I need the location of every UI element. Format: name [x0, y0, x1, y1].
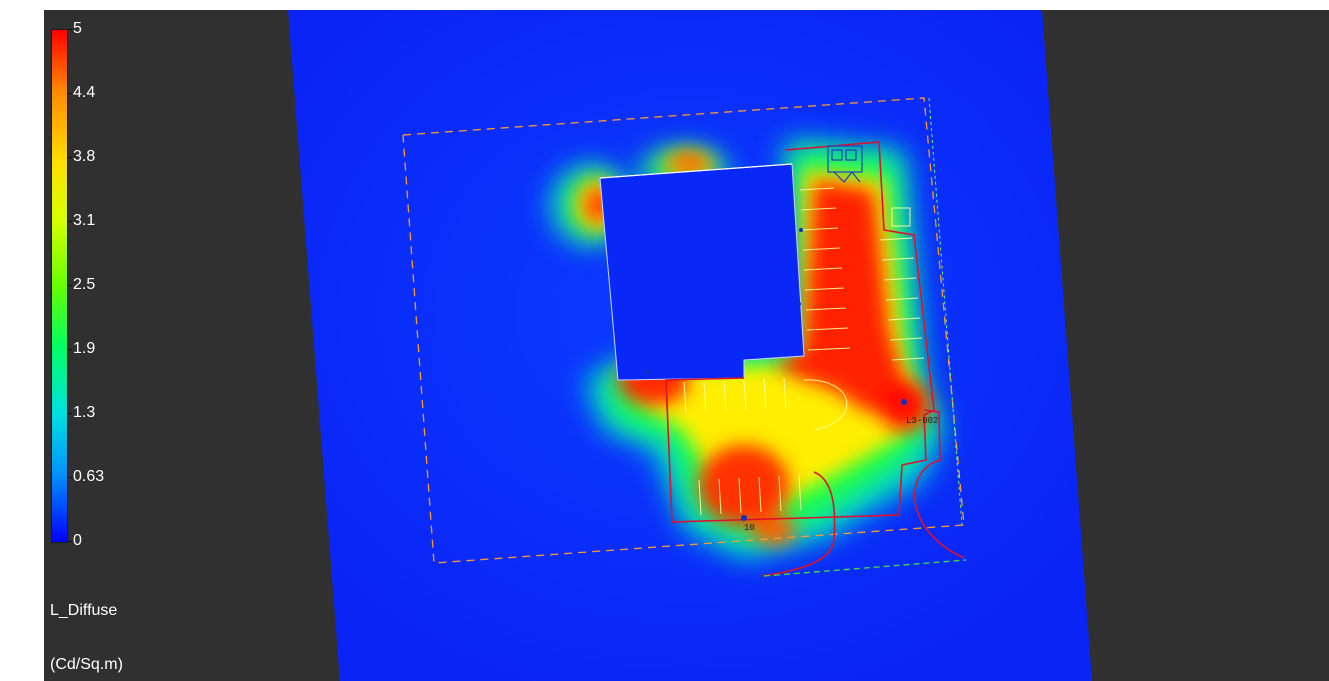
- legend-tick-mark: [68, 285, 72, 286]
- legend-title: L_Diffuse (Cd/Sq.m): [50, 566, 123, 681]
- legend-tick-label: 0: [73, 533, 82, 549]
- legend-tick-label: 5: [73, 21, 82, 37]
- legend-tick-mark: [68, 29, 72, 30]
- legend-tick-label: 3.1: [73, 213, 95, 229]
- legend-tick-mark: [68, 221, 72, 222]
- legend-tick-label: 0.63: [73, 469, 104, 485]
- legend-tick-mark: [68, 477, 72, 478]
- building-footprint: [600, 164, 804, 380]
- legend-tick-label: 1.3: [73, 405, 95, 421]
- legend-unit: (Cd/Sq.m): [50, 656, 123, 674]
- legend-tick-mark: [68, 413, 72, 414]
- render-viewport[interactable]: 10 L3-002 5 4.4 3.8 3.1 2.5 1.9 1.3 0.63 0 L_Dif…: [44, 10, 1329, 681]
- legend-tick-mark: [68, 349, 72, 350]
- legend-tick-mark: [68, 541, 72, 542]
- color-scale-legend: 5 4.4 3.8 3.1 2.5 1.9 1.3 0.63 0 L_Diffuse (Cd/S…: [44, 10, 194, 681]
- legend-tick-label: 2.5: [73, 277, 95, 293]
- legend-tick-label: 3.8: [73, 149, 95, 165]
- color-scale-bar: [51, 29, 68, 543]
- legend-tick-mark: [68, 93, 72, 94]
- legend-tick-label: 4.4: [73, 85, 95, 101]
- legend-tick-label: 1.9: [73, 341, 95, 357]
- pole-label: 10: [744, 523, 755, 533]
- luminance-render[interactable]: 10 L3-002: [44, 10, 1329, 681]
- pole-label: L3-002: [906, 416, 938, 426]
- legend-tick-mark: [68, 157, 72, 158]
- legend-metric: L_Diffuse: [50, 602, 123, 620]
